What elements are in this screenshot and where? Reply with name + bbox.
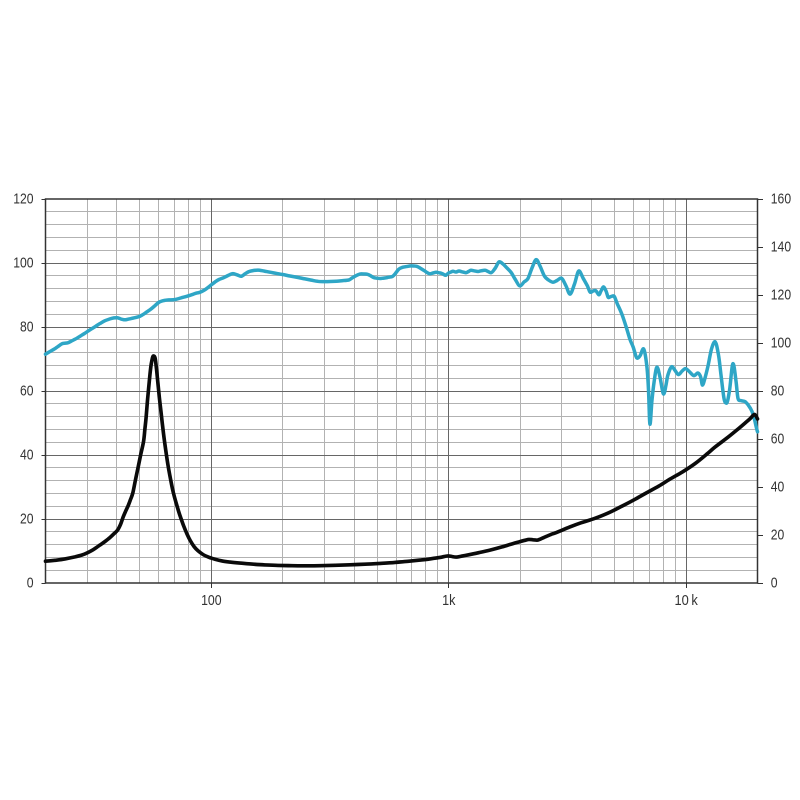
svg-text:60: 60 <box>771 432 785 448</box>
svg-text:140: 140 <box>771 240 791 256</box>
svg-text:120: 120 <box>13 192 33 208</box>
svg-text:20: 20 <box>20 512 34 528</box>
svg-text:80: 80 <box>771 384 785 400</box>
svg-text:120: 120 <box>771 288 791 304</box>
svg-text:160: 160 <box>771 192 791 208</box>
svg-text:20: 20 <box>771 528 785 544</box>
svg-text:40: 40 <box>771 480 785 496</box>
svg-text:1k: 1k <box>442 593 456 609</box>
svg-text:0: 0 <box>27 576 34 592</box>
svg-text:100: 100 <box>771 336 791 352</box>
svg-text:0: 0 <box>771 576 778 592</box>
svg-text:100: 100 <box>13 256 33 272</box>
svg-text:80: 80 <box>20 320 34 336</box>
svg-text:10 k: 10 k <box>675 593 699 609</box>
svg-text:100: 100 <box>201 593 222 609</box>
svg-text:60: 60 <box>20 384 34 400</box>
svg-text:40: 40 <box>20 448 34 464</box>
